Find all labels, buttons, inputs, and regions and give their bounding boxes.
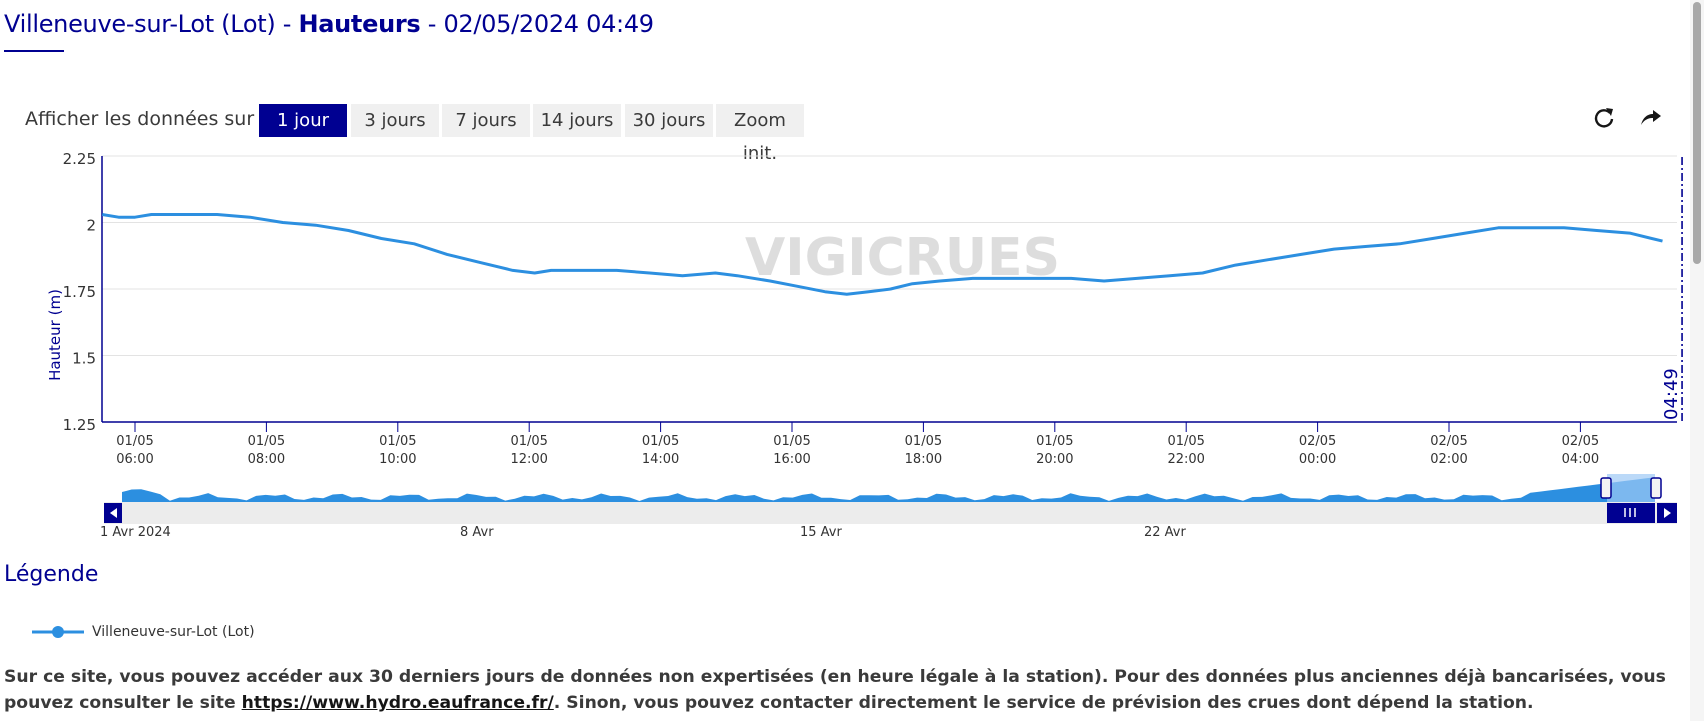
x-tick-label: 01/05 — [642, 434, 679, 449]
x-tick-label: 01/05 — [773, 434, 810, 449]
info-paragraph: Sur ce site, vous pouvez accéder aux 30 … — [4, 664, 1684, 716]
refresh-icon[interactable] — [1590, 104, 1618, 132]
x-tick-label: 01/05 — [116, 434, 153, 449]
x-tick-label: 02/05 — [1430, 434, 1467, 449]
y-tick-label: 2 — [86, 217, 96, 235]
y-tick-label: 1.25 — [63, 416, 96, 434]
range-button-zoom-init[interactable]: Zoom init. — [716, 104, 804, 164]
navigator-label: 22 Avr — [1144, 525, 1186, 540]
navigator-label: 1 Avr 2024 — [100, 525, 171, 540]
x-tick-label: 02/05 — [1299, 434, 1336, 449]
y-tick-label: 1.75 — [63, 283, 96, 301]
x-tick-label: 01/05 — [1036, 434, 1073, 449]
x-tick-label: 12:00 — [510, 452, 547, 467]
footer-text-before: Sur ce site, vous pouvez accéder aux 30 … — [4, 667, 1666, 713]
chevron-right-icon — [1664, 508, 1671, 518]
title-measure: Hauteurs — [298, 10, 421, 38]
x-tick-label: 18:00 — [905, 452, 942, 467]
y-axis-label: Hauteur (m) — [46, 289, 64, 381]
footer-text-after: . Sinon, vous pouvez contacter directeme… — [553, 693, 1534, 713]
x-tick-label: 08:00 — [248, 452, 285, 467]
x-tick-label: 01/05 — [248, 434, 285, 449]
navigator-selected-range[interactable] — [1607, 474, 1655, 502]
x-tick-label: 22:00 — [1167, 452, 1204, 467]
x-tick-label: 00:00 — [1299, 452, 1336, 467]
navigator-right-handle[interactable] — [1650, 477, 1662, 499]
x-tick-label: 04:00 — [1562, 452, 1599, 467]
x-tick-label: 02:00 — [1430, 452, 1467, 467]
title-datetime: 02/05/2024 04:49 — [443, 10, 654, 38]
x-tick-label: 06:00 — [116, 452, 153, 467]
chevron-left-icon — [110, 508, 117, 518]
title-sep1: - — [275, 10, 299, 38]
x-tick-label: 14:00 — [642, 452, 679, 467]
range-button-14-jours[interactable]: 14 jours — [533, 104, 621, 137]
navigator-label: 15 Avr — [800, 525, 842, 540]
legend-item-label: Villeneuve-sur-Lot (Lot) — [92, 624, 255, 640]
series-line-villeneuve-sur-lot[interactable] — [101, 213, 1663, 296]
navigator[interactable]: 1 Avr 2024 8 Avr 15 Avr 22 Avr — [0, 470, 1690, 542]
x-tick-label: 01/05 — [379, 434, 416, 449]
navigator-label: 8 Avr — [460, 525, 494, 540]
navigator-scroll-thumb[interactable] — [1607, 503, 1655, 523]
navigator-area-series — [122, 477, 1655, 502]
range-button-3-jours[interactable]: 3 jours — [351, 104, 439, 137]
title-station: Villeneuve-sur-Lot (Lot) — [4, 10, 276, 38]
legend-item-villeneuve-sur-lot[interactable]: Villeneuve-sur-Lot (Lot) — [32, 622, 255, 642]
x-axis-ticks: 01/05 06:00 01/05 08:00 01/05 10:00 01/05 12:00… — [116, 422, 1599, 467]
share-arrow-icon[interactable] — [1636, 104, 1664, 132]
page-title: Villeneuve-sur-Lot (Lot) - Hauteurs - 02… — [4, 10, 654, 38]
x-tick-label: 02/05 — [1562, 434, 1599, 449]
x-tick-label: 01/05 — [510, 434, 547, 449]
y-tick-label: 2.25 — [63, 150, 96, 168]
hydro-eaufrance-link[interactable]: https://www.hydro.eaufrance.fr/ — [241, 693, 554, 713]
current-time-label: 04:49 — [1661, 368, 1682, 420]
navigator-scrollbar-track[interactable] — [104, 502, 1677, 524]
title-underline — [4, 50, 64, 52]
title-sep2: - — [420, 10, 444, 38]
grip-icon — [1624, 508, 1636, 517]
x-tick-label: 16:00 — [773, 452, 810, 467]
range-selector-label: Afficher les données sur : — [25, 108, 267, 130]
legend-line-marker-icon — [32, 626, 84, 638]
range-button-7-jours[interactable]: 7 jours — [442, 104, 530, 137]
x-tick-label: 01/05 — [1167, 434, 1204, 449]
y-tick-label: 1.5 — [72, 350, 96, 368]
page-scrollbar-thumb[interactable] — [1693, 2, 1701, 264]
navigator-left-handle[interactable] — [1600, 477, 1612, 499]
x-tick-label: 20:00 — [1036, 452, 1073, 467]
x-tick-label: 10:00 — [379, 452, 416, 467]
range-button-30-jours[interactable]: 30 jours — [625, 104, 713, 137]
range-button-1-jour[interactable]: 1 jour — [259, 104, 347, 137]
y-axis-ticks: 2.25 2 1.75 1.5 1.25 — [63, 150, 96, 434]
x-tick-label: 01/05 — [905, 434, 942, 449]
legend-title: Légende — [4, 562, 99, 587]
